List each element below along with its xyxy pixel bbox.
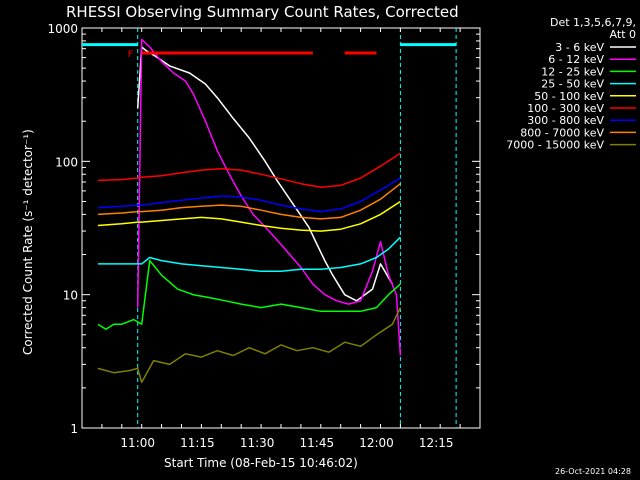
legend-label: 100 - 300 keV bbox=[527, 102, 604, 115]
x-tick-label: 12:15 bbox=[419, 436, 454, 450]
series-line-4 bbox=[97, 200, 401, 232]
legend-header-line: Att 0 bbox=[610, 28, 636, 41]
x-tick-label: 11:00 bbox=[120, 436, 155, 450]
x-tick-label: 12:00 bbox=[359, 436, 394, 450]
series-lines bbox=[97, 38, 402, 384]
series-line-3 bbox=[97, 236, 401, 272]
legend-label: 300 - 800 keV bbox=[527, 114, 604, 127]
series-line-1 bbox=[136, 38, 402, 356]
y-tick-label: 1000 bbox=[47, 22, 78, 36]
y-axis-label: Corrected Count Rate (s⁻¹ detector⁻¹) bbox=[21, 129, 35, 355]
legend-label: 50 - 100 keV bbox=[534, 90, 604, 103]
y-axis-ticks: 1 10 100 1000 bbox=[47, 22, 480, 436]
x-axis-ticks: 11:00 11:15 11:30 11:45 12:00 12:15 bbox=[81, 28, 481, 450]
x-tick-label: 11:15 bbox=[180, 436, 215, 450]
y-tick-label: 10 bbox=[63, 289, 78, 303]
chart-title: RHESSI Observing Summary Count Rates, Co… bbox=[66, 3, 459, 21]
series-line-2 bbox=[97, 259, 401, 331]
series-line-5 bbox=[97, 152, 401, 188]
timestamp: 26-Oct-2021 04:28 bbox=[555, 467, 631, 476]
legend-label: 25 - 50 keV bbox=[541, 78, 604, 91]
x-tick-label: 11:30 bbox=[240, 436, 275, 450]
legend-label: 6 - 12 keV bbox=[548, 53, 604, 66]
flare-flag: F bbox=[128, 50, 377, 60]
y-tick-label: 1 bbox=[70, 422, 78, 436]
y-tick-label: 100 bbox=[55, 155, 78, 169]
legend-label: 800 - 7000 keV bbox=[520, 126, 604, 139]
legend-label: 3 - 6 keV bbox=[555, 41, 604, 54]
x-tick-label: 11:45 bbox=[300, 436, 335, 450]
series-line-7 bbox=[97, 183, 401, 220]
series-line-6 bbox=[97, 177, 401, 213]
x-axis-label: Start Time (08-Feb-15 10:46:02) bbox=[164, 456, 358, 470]
legend-header-line: Det 1,3,5,6,7,9, bbox=[550, 16, 636, 29]
legend-label: 12 - 25 keV bbox=[541, 65, 604, 78]
flare-flag-label: F bbox=[128, 50, 133, 60]
attenuator-lines bbox=[82, 28, 457, 428]
legend-label: 7000 - 15000 keV bbox=[506, 139, 604, 152]
series-line-8 bbox=[97, 307, 402, 384]
series-line-0 bbox=[136, 46, 394, 302]
